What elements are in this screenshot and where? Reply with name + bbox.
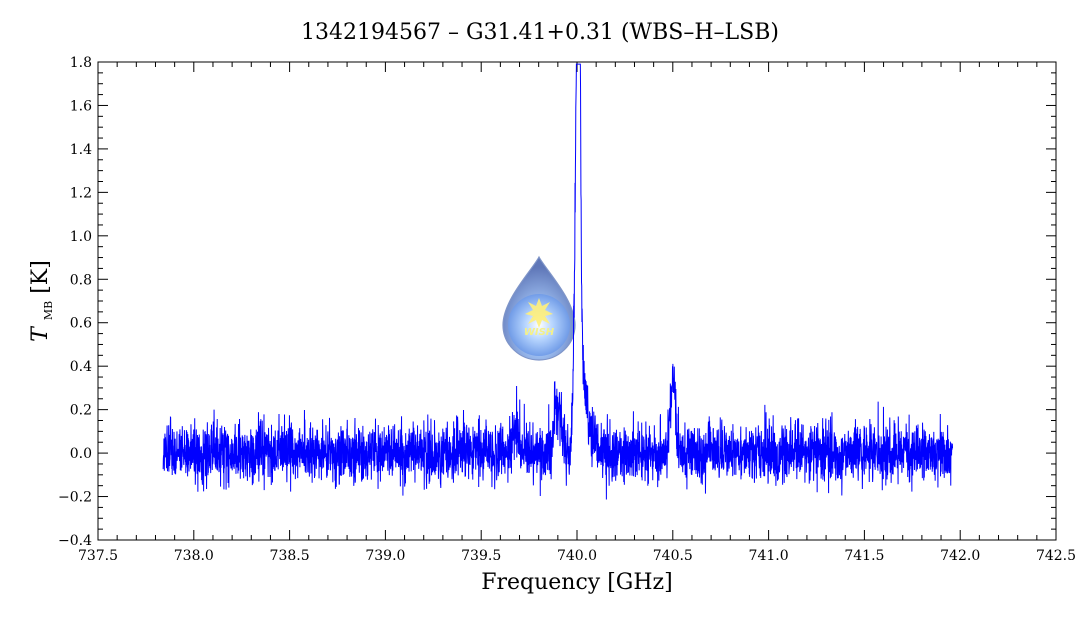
y-axis-label-unit: [K]: [28, 260, 53, 294]
svg-text:T MB [K]: T MB [K]: [28, 260, 58, 342]
x-tick-label: 739.0: [365, 548, 405, 564]
x-tick-labels: 737.5 738.0 738.5 739.0 739.5 740.0 740.5 741.0…: [78, 548, 1076, 564]
x-tick-label: 742.0: [940, 548, 980, 564]
y-tick-label: 1.0: [70, 229, 92, 245]
x-tick-label: 737.5: [78, 548, 118, 564]
spectrum-series-line: [162, 63, 954, 500]
x-tick-label: 742.5: [1036, 548, 1076, 564]
x-tick-label: 741.0: [749, 548, 789, 564]
y-tick-label: 1.2: [70, 185, 92, 201]
x-tick-label: 738.0: [174, 548, 214, 564]
x-tick-label: 739.5: [461, 548, 501, 564]
y-tick-label: −0.4: [58, 533, 92, 549]
y-tick-label: 0.0: [70, 446, 92, 462]
x-tick-label: 738.5: [270, 548, 310, 564]
y-tick-label: 0.8: [70, 272, 92, 288]
y-tick-label: 0.6: [70, 316, 92, 332]
y-tick-label: 0.4: [70, 359, 92, 375]
axis-ticks: [97, 61, 1057, 541]
y-axis-label-sub: MB: [42, 301, 55, 320]
chart-title: 1342194567 – G31.41+0.31 (WBS–H–LSB): [301, 20, 779, 45]
y-tick-label: 1.6: [70, 98, 92, 114]
wish-logo-text: WISH: [524, 327, 555, 338]
y-axis-label: T MB [K]: [28, 260, 58, 342]
x-axis-label: Frequency [GHz]: [481, 570, 673, 595]
y-tick-label: 1.8: [70, 55, 92, 71]
wish-logo: WISH: [502, 255, 576, 361]
y-tick-label: 1.4: [70, 142, 92, 158]
y-tick-label: −0.2: [58, 490, 92, 506]
x-tick-label: 741.5: [844, 548, 884, 564]
y-axis-label-main: T: [28, 325, 53, 342]
x-tick-label: 740.5: [653, 548, 693, 564]
y-tick-labels: −0.4 −0.2 0.0 0.2 0.4 0.6 0.8 1.0 1.2 1.4 1.6 1.8: [58, 55, 92, 549]
x-tick-label: 740.0: [557, 548, 597, 564]
y-tick-label: 0.2: [70, 403, 92, 419]
